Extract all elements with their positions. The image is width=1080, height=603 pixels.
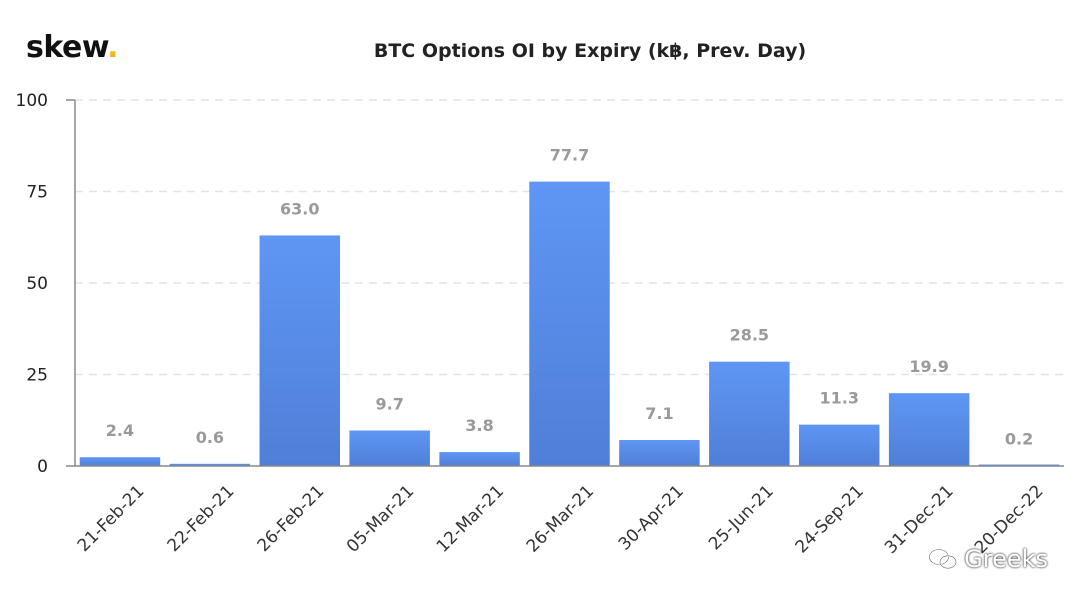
data-label: 19.9 [909,357,948,376]
y-tick-label: 100 [16,91,48,111]
x-tick-label: 24-Sep-21 [792,481,868,557]
chart-title: BTC Options OI by Expiry (k฿, Prev. Day) [373,40,807,62]
y-axis-ticks: 0 25 50 75 100 [16,91,48,477]
x-tick-label: 30-Apr-21 [615,481,688,554]
bar [259,235,341,466]
data-label: 9.7 [376,394,404,413]
bar [349,430,430,466]
data-label: 0.2 [1005,429,1033,448]
data-label: 3.8 [465,416,493,435]
x-tick-label: 21-Feb-21 [74,481,149,556]
x-tick-label: 12-Mar-21 [433,481,508,556]
x-tick-label: 05-Mar-21 [343,481,418,556]
x-tick-label: 26-Feb-21 [254,481,329,556]
x-tick-label: 22-Feb-21 [164,481,239,556]
data-label: 7.1 [645,404,673,423]
bar [529,181,610,467]
data-label: 0.6 [196,428,224,447]
y-tick-label: 50 [26,274,48,294]
bar [798,424,880,466]
bar [888,393,970,466]
y-tick-label: 0 [37,457,48,477]
data-label: 28.5 [730,326,769,345]
x-tick-label: 26-Mar-21 [523,481,598,556]
skew-logo: skew. [26,30,119,65]
watermark-text: Greeks [964,545,1048,573]
wechat-icon [928,548,958,570]
bar [619,440,700,466]
data-label: 2.4 [106,421,134,440]
data-label: 77.7 [550,146,589,165]
bars [79,181,1060,467]
x-axis-ticks: 21-Feb-21 22-Feb-21 26-Feb-21 05-Mar-21 12-M… [74,481,1048,558]
bar [709,361,790,466]
y-tick-label: 75 [26,183,48,203]
bar [79,457,161,466]
bar [439,452,520,466]
y-tick-label: 25 [26,366,48,386]
watermark: Greeks [928,545,1048,573]
bar [169,463,251,466]
data-label: 63.0 [280,199,319,218]
data-label: 11.3 [819,389,858,408]
x-tick-label: 25-Jun-21 [705,481,778,554]
axes [66,99,1064,467]
data-labels: 2.4 0.6 63.0 9.7 3.8 77.7 7.1 28.5 11.3 19.9 0.2 [106,146,1033,449]
